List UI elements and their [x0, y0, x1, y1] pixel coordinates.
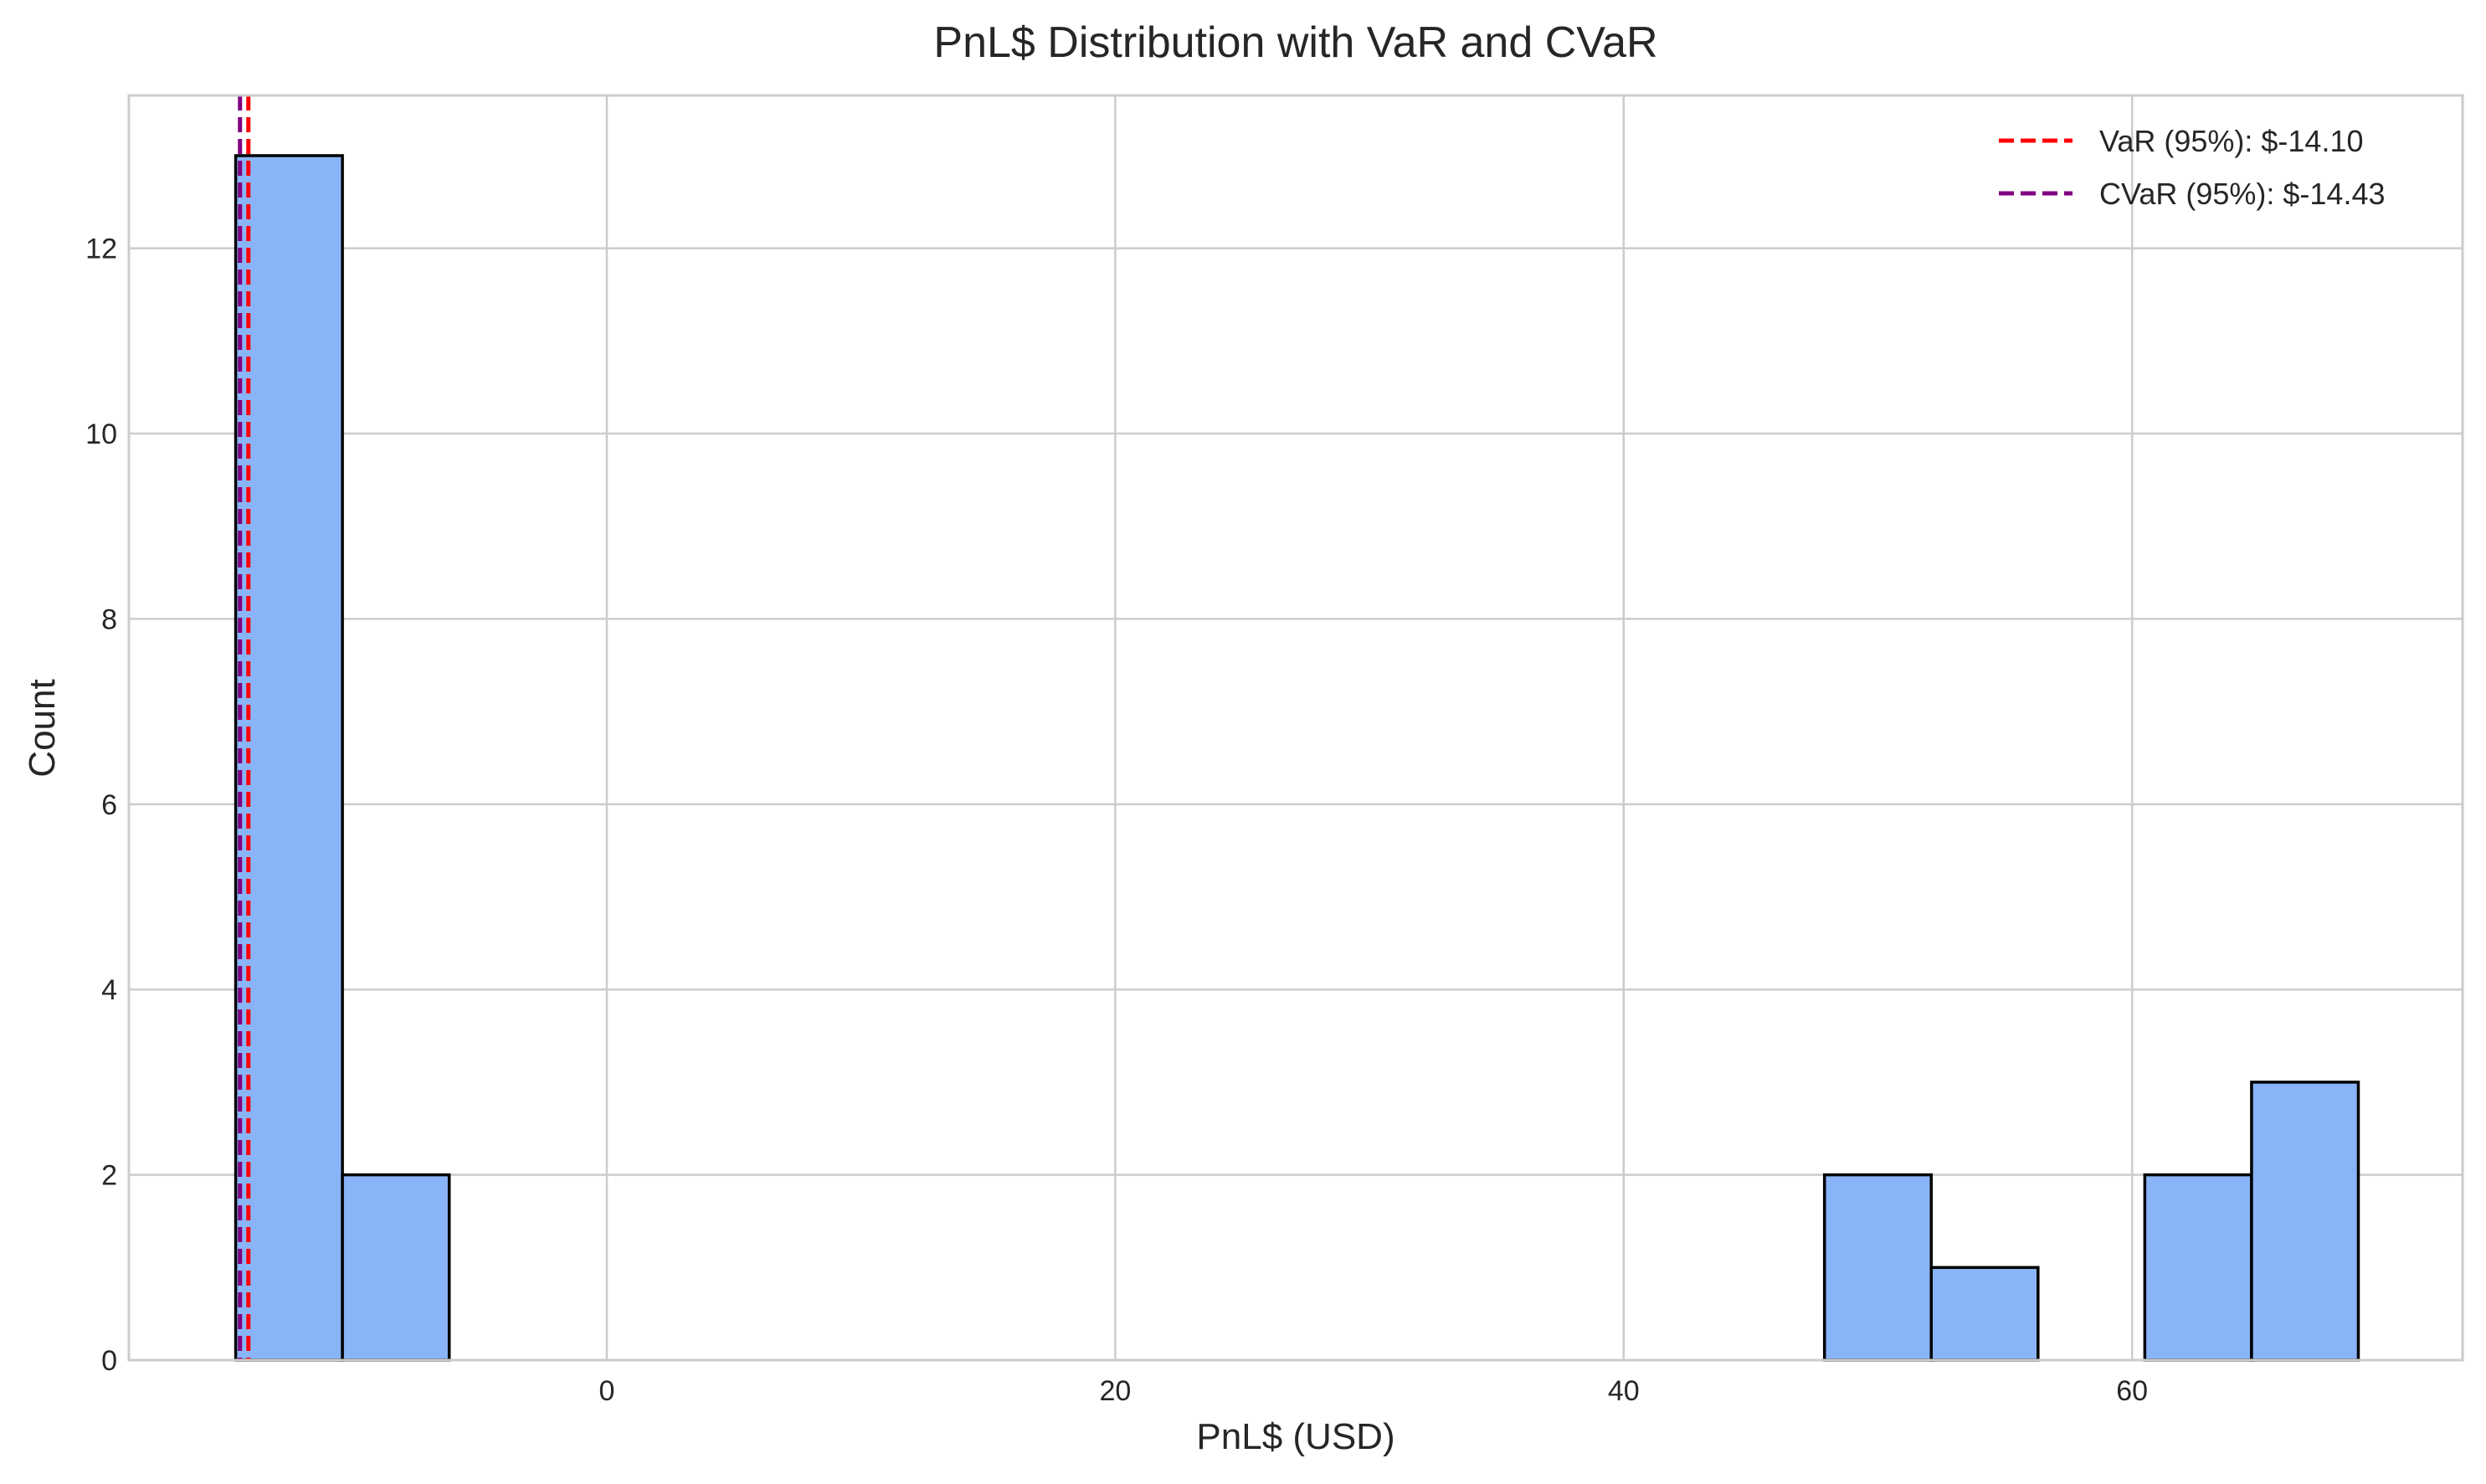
y-tick-label: 10 — [85, 418, 117, 450]
x-tick-label: 20 — [1099, 1375, 1131, 1407]
histogram-bar — [341, 1173, 451, 1362]
x-tick-label: 40 — [1608, 1375, 1640, 1407]
histogram-bar — [1822, 1173, 1934, 1362]
histogram-bar — [2250, 1081, 2360, 1362]
y-tick-label: 8 — [101, 603, 117, 635]
x-axis-ticks: 0 20 40 60 — [599, 1375, 2149, 1407]
legend-label: VaR (95%): $-14.10 — [2099, 124, 2364, 158]
y-tick-label: 0 — [101, 1345, 117, 1377]
x-tick-label: 0 — [599, 1375, 615, 1407]
y-axis-ticks: 0 2 4 6 8 10 12 — [85, 234, 117, 1377]
histogram-bar — [234, 154, 344, 1362]
chart-title: PnL$ Distribution with VaR and CVaR — [933, 18, 1657, 67]
reference-lines — [238, 95, 251, 1360]
y-axis-label: Count — [22, 679, 63, 777]
x-axis-label: PnL$ (USD) — [1196, 1416, 1395, 1457]
legend-label: CVaR (95%): $-14.43 — [2099, 177, 2386, 211]
y-tick-label: 12 — [85, 234, 117, 265]
y-tick-label: 2 — [101, 1160, 117, 1192]
histogram-bar — [1929, 1266, 2040, 1362]
y-tick-label: 6 — [101, 789, 117, 821]
x-tick-label: 60 — [2116, 1375, 2148, 1407]
y-tick-label: 4 — [101, 974, 117, 1006]
histogram-bar — [2143, 1173, 2253, 1362]
grid-lines — [129, 95, 2463, 1362]
legend: VaR (95%): $-14.10 CVaR (95%): $-14.43 — [1999, 124, 2386, 211]
histogram-bars — [234, 154, 2360, 1362]
plot-frame — [127, 94, 2464, 1362]
